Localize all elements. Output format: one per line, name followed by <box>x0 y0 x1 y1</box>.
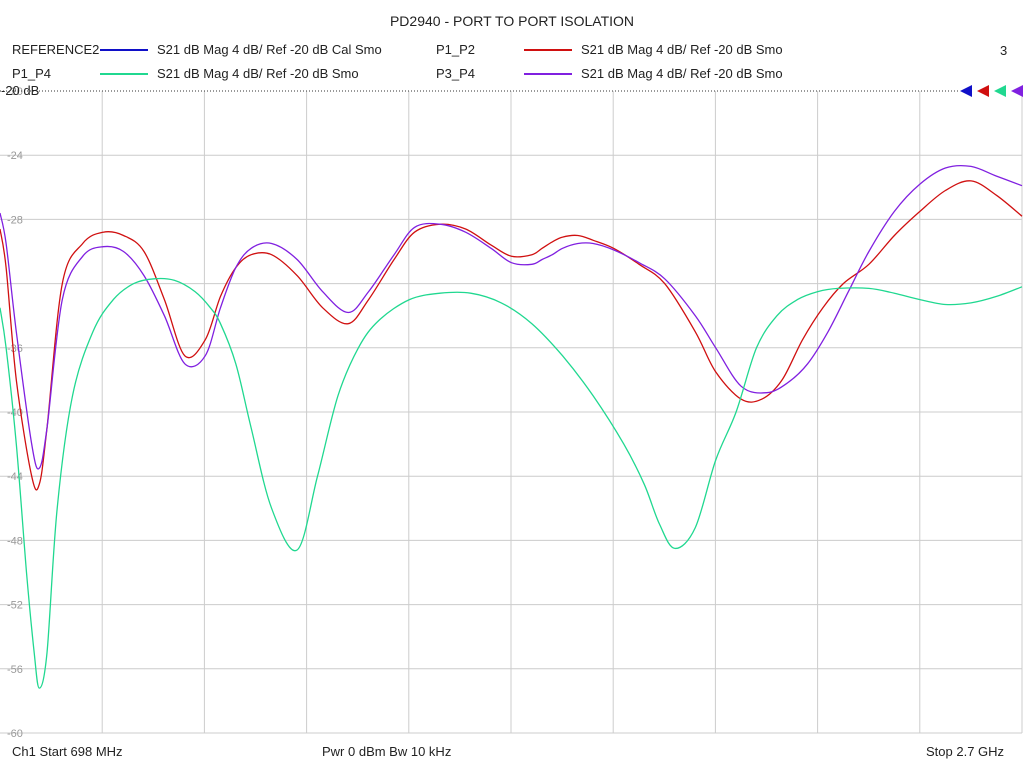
y-tick-label: -20 <box>7 86 23 98</box>
y-tick-label: -36 <box>7 343 23 355</box>
footer-power-bandwidth: Pwr 0 dBm Bw 10 kHz <box>322 744 452 759</box>
footer-start: Ch1 Start 698 MHz <box>12 744 123 759</box>
legend-name-p3-p4: P3_P4 <box>436 66 476 81</box>
ref-marker-p1-p2 <box>977 85 989 97</box>
footer-stop: Stop 2.7 GHz <box>926 744 1005 759</box>
y-tick-label: -40 <box>7 407 23 419</box>
ref-number: 3 <box>1000 43 1008 58</box>
series-line-p1-p4 <box>0 277 1023 689</box>
y-tick-label: -56 <box>7 664 23 676</box>
legend-line-p3-p4 <box>524 73 572 75</box>
legend-desc-p3-p4: S21 dB Mag 4 dB/ Ref -20 dB Smo <box>581 66 783 81</box>
legend-line-p1-p4 <box>100 73 148 75</box>
y-tick-label: -24 <box>7 150 23 162</box>
ref-marker-reference2 <box>960 85 972 97</box>
legend-name-p1-p2: P1_P2 <box>436 42 476 57</box>
y-tick-label: -28 <box>7 214 23 226</box>
ref-level-label: -20 dB <box>1 83 39 98</box>
legend-desc-reference2: S21 dB Mag 4 dB/ Ref -20 dB Cal Smo <box>157 42 382 57</box>
legend-line-p1-p2 <box>524 49 572 51</box>
legend-desc-p1-p4: S21 dB Mag 4 dB/ Ref -20 dB Smo <box>157 66 359 81</box>
chart-title: PD2940 - PORT TO PORT ISOLATION <box>389 13 635 29</box>
y-tick-label: -44 <box>7 471 23 483</box>
y-tick-label: -52 <box>7 600 23 612</box>
ref-marker-p3-p4 <box>1011 85 1023 97</box>
y-tick-label: -60 <box>7 728 23 740</box>
series-line-p1-p2 <box>0 180 1023 491</box>
legend-name-reference2: REFERENCE2 <box>12 42 100 57</box>
y-tick-label: -48 <box>7 535 23 547</box>
legend-name-p1-p4: P1_P4 <box>12 66 52 81</box>
legend-desc-p1-p2: S21 dB Mag 4 dB/ Ref -20 dB Smo <box>581 42 783 57</box>
ref-marker-p1-p4 <box>994 85 1006 97</box>
legend-line-reference2 <box>100 49 148 51</box>
series-line-p3-p4 <box>0 164 1023 470</box>
